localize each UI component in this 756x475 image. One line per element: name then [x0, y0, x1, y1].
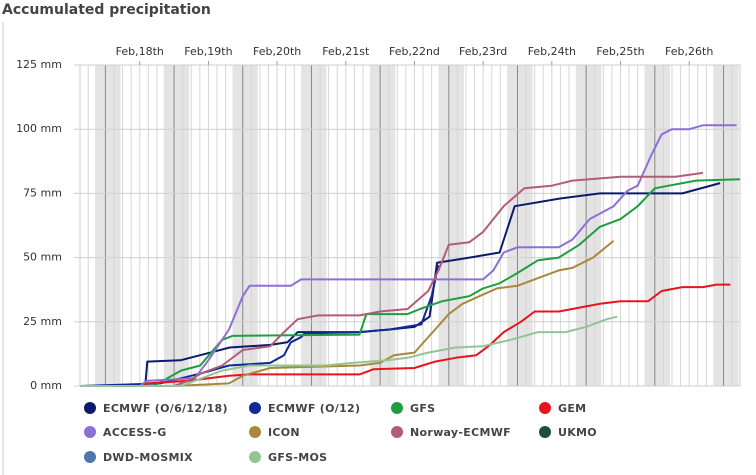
legend-item[interactable]: GEM [539, 402, 586, 415]
legend-swatch [249, 402, 261, 414]
x-tick-label: Feb,25th [596, 45, 644, 58]
y-tick-label: 50 mm [23, 251, 62, 264]
legend-label: GEM [558, 402, 586, 415]
legend-swatch [84, 402, 96, 414]
x-tick-label: Feb,18th [116, 45, 164, 58]
y-tick-label: 75 mm [23, 186, 62, 199]
series-line [80, 283, 731, 387]
x-tick-label: Feb,26th [665, 45, 713, 58]
x-tick-label: Feb,19th [184, 45, 232, 58]
legend-item[interactable]: ECMWF (O/12) [249, 402, 360, 415]
night-band [507, 65, 533, 386]
y-tick-label: 125 mm [16, 58, 62, 71]
legend-label: DWD-MOSMIX [103, 451, 193, 464]
chart-title: Accumulated precipitation [2, 2, 211, 18]
legend-label: GFS [410, 402, 435, 415]
series-line [80, 315, 618, 387]
legend-label: ECMWF (O/6/12/18) [103, 402, 228, 415]
night-band [644, 65, 670, 386]
night-band [95, 65, 121, 386]
legend-item[interactable]: UKMO [539, 426, 597, 439]
legend-label: ICON [268, 426, 300, 439]
legend-item[interactable]: DWD-MOSMIX [84, 451, 193, 464]
legend-swatch [391, 402, 403, 414]
series-line [80, 171, 704, 387]
x-tick-label: Feb,23rd [459, 45, 507, 58]
night-band [575, 65, 602, 386]
night-band [232, 65, 258, 386]
legend-swatch [249, 426, 261, 438]
x-tick-label: Feb,21st [322, 45, 370, 58]
night-band [713, 65, 739, 386]
legend-label: ECMWF (O/12) [268, 402, 360, 415]
y-tick-label: 0 mm [30, 379, 62, 392]
y-tick-label: 100 mm [16, 122, 62, 135]
legend-label: ACCESS-G [103, 426, 167, 439]
legend-item[interactable]: Norway-ECMWF [391, 426, 511, 439]
legend-label: GFS-MOS [268, 451, 327, 464]
night-band [301, 65, 327, 386]
x-tick-label: Feb,24th [528, 45, 576, 58]
legend-swatch [84, 426, 96, 438]
legend-item[interactable]: ICON [249, 426, 300, 439]
legend-swatch [249, 451, 261, 463]
night-band [163, 65, 190, 386]
series-line [80, 240, 615, 387]
legend-swatch [539, 402, 551, 414]
y-tick-label: 25 mm [23, 315, 62, 328]
x-tick-label: Feb,20th [253, 45, 301, 58]
series-line [79, 265, 440, 387]
series-line [80, 124, 737, 387]
legend-label: UKMO [558, 426, 597, 439]
night-band [369, 65, 396, 386]
legend-swatch [539, 426, 551, 438]
legend-swatch [84, 451, 96, 463]
legend-item[interactable]: ACCESS-G [84, 426, 167, 439]
x-tick-label: Feb,22nd [389, 45, 440, 58]
legend-swatch [391, 426, 403, 438]
night-band [438, 65, 464, 386]
legend-item[interactable]: GFS-MOS [249, 451, 327, 464]
legend-label: Norway-ECMWF [410, 426, 511, 439]
legend-item[interactable]: GFS [391, 402, 435, 415]
legend-item[interactable]: ECMWF (O/6/12/18) [84, 402, 228, 415]
